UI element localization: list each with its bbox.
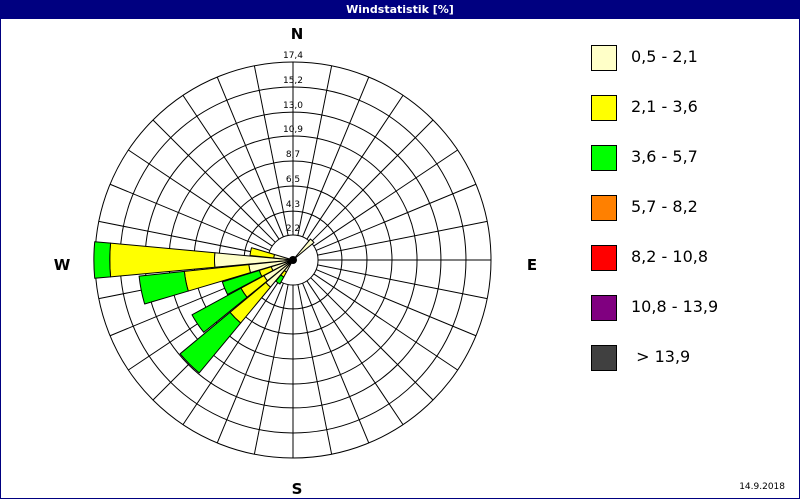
grid-spoke (216, 282, 284, 444)
ring-label: 4,3 (286, 200, 300, 210)
compass-south: S (292, 480, 303, 498)
chart-frame: 2,2 4,3 6,5 8,7 10,9 13,0 15,2 17,4 N S W E 0,5 - 2… (0, 19, 800, 499)
grid-spoke (313, 273, 458, 371)
ring-label: 2,2 (286, 224, 300, 234)
grid-spoke (310, 277, 434, 401)
grid-spoke (297, 284, 333, 455)
grid-spoke (302, 76, 370, 238)
grid-spoke (98, 220, 269, 256)
wind-bar-segment (179, 311, 242, 374)
legend-label: 3,6 - 5,7 (631, 147, 698, 166)
ring-label: 13,0 (283, 101, 303, 111)
grid-spoke (152, 119, 276, 243)
legend-swatch (591, 245, 617, 271)
legend-swatch (591, 45, 617, 71)
legend-label: > 13,9 (631, 347, 691, 366)
grid-spoke (315, 269, 477, 337)
legend-swatch (591, 195, 617, 221)
compass-west: W (54, 256, 71, 274)
grid-spoke (317, 264, 488, 300)
ring-label: 6,5 (286, 175, 300, 185)
grid-spoke (128, 149, 273, 247)
ring-label: 15,2 (283, 76, 303, 86)
wind-bar-segment (93, 241, 112, 279)
wind-bar-segment (138, 270, 189, 305)
legend-label: 2,1 - 3,6 (631, 97, 698, 116)
legend-swatch (591, 295, 617, 321)
ring-label: 10,9 (283, 125, 303, 135)
ring-label: 17,4 (283, 51, 303, 61)
grid-spoke (109, 183, 271, 251)
wind-bar-segment (221, 269, 263, 295)
grid-spoke (297, 65, 333, 236)
grid-spoke (253, 284, 289, 455)
grid-spoke (216, 76, 284, 238)
date-label: 14.9.2018 (739, 482, 785, 492)
compass-north: N (291, 25, 304, 43)
grid-spoke (182, 280, 280, 425)
wind-bar-segment (191, 287, 248, 333)
legend-label: 5,7 - 8,2 (631, 197, 698, 216)
legend-swatch (591, 95, 617, 121)
grid-spoke (317, 220, 488, 256)
grid-spoke (302, 282, 370, 444)
grid-spoke (306, 280, 404, 425)
ring-label: 8,7 (286, 150, 300, 160)
legend-swatch (591, 345, 617, 371)
center-dot (289, 256, 297, 264)
legend-label: 0,5 - 2,1 (631, 47, 698, 66)
legend-label: 8,2 - 10,8 (631, 247, 709, 266)
grid-spoke (313, 149, 458, 247)
legend-swatch (591, 145, 617, 171)
grid-spoke (310, 119, 434, 243)
wind-bar-segment (292, 238, 315, 261)
grid-spoke (306, 95, 404, 240)
grid-spoke (315, 183, 477, 251)
wind-rose-chart: 2,2 4,3 6,5 8,7 10,9 13,0 15,2 17,4 N S W E (54, 25, 537, 498)
window-title: Windstatistik [%] (0, 0, 800, 19)
legend-label: 10,8 - 13,9 (631, 297, 719, 316)
grid-spoke (182, 95, 280, 240)
compass-east: E (527, 256, 537, 274)
wind-bar-segment (249, 247, 275, 259)
grid-spoke (253, 65, 289, 236)
